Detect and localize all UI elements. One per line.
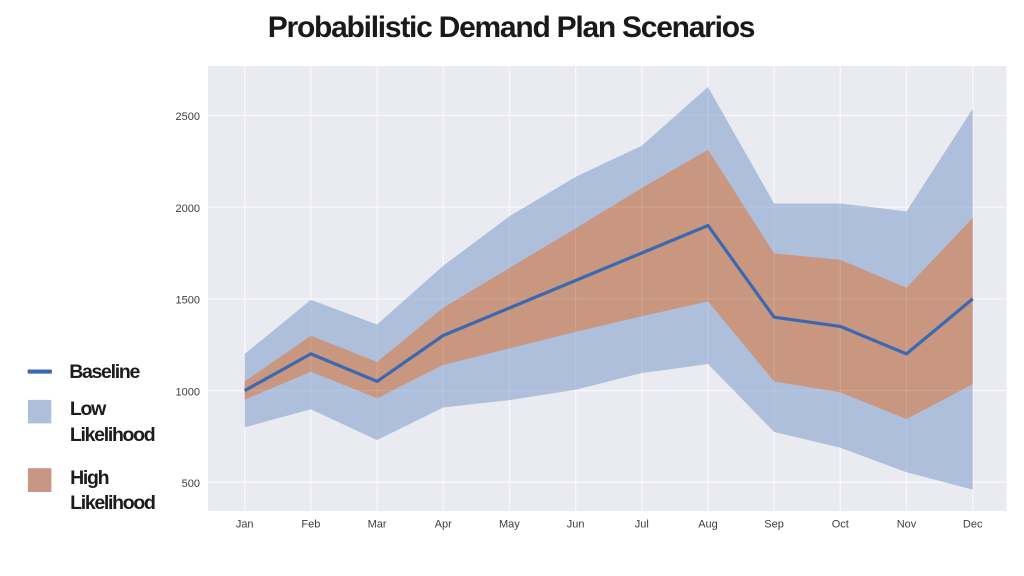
svg-text:500: 500 [182, 478, 200, 490]
svg-text:Mar: Mar [368, 519, 387, 531]
svg-text:Feb: Feb [301, 519, 320, 531]
svg-text:May: May [499, 519, 520, 531]
svg-text:Jan: Jan [236, 519, 254, 531]
svg-text:Oct: Oct [832, 519, 849, 531]
svg-text:Sep: Sep [764, 519, 784, 531]
svg-text:Dec: Dec [963, 519, 983, 531]
svg-text:Apr: Apr [435, 519, 452, 531]
svg-text:Nov: Nov [897, 519, 917, 531]
svg-text:1500: 1500 [176, 295, 200, 307]
svg-text:1000: 1000 [176, 386, 200, 398]
svg-text:Aug: Aug [698, 519, 718, 531]
svg-text:2500: 2500 [176, 111, 200, 123]
svg-text:2000: 2000 [176, 203, 200, 215]
svg-text:Jul: Jul [635, 519, 649, 531]
svg-text:Jun: Jun [567, 519, 585, 531]
